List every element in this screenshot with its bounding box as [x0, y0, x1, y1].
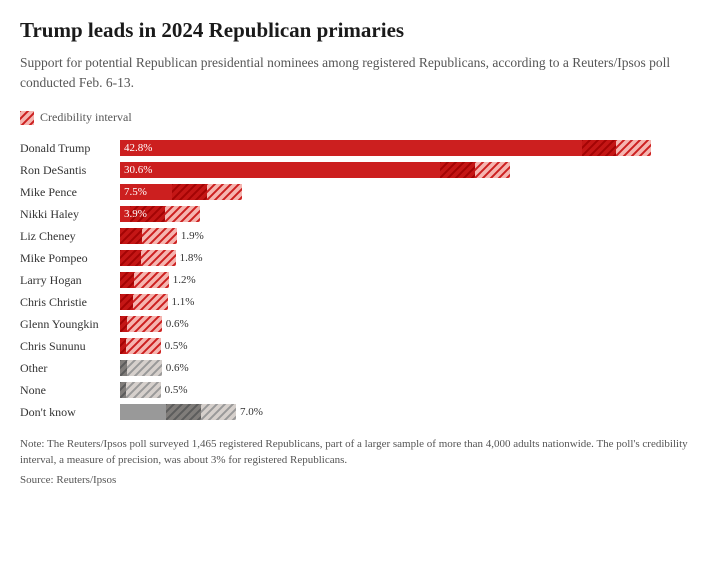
credibility-interval-upper [207, 184, 242, 200]
credibility-interval-lower [120, 360, 127, 376]
bar-track: 7.5% [120, 184, 700, 200]
credibility-interval-upper [142, 228, 177, 244]
chart-row: Larry Hogan 1.2% [20, 269, 700, 291]
row-label: Mike Pompeo [20, 251, 120, 266]
bar-value-label: 0.6% [166, 362, 189, 374]
chart-row: Liz Cheney 1.9% [20, 225, 700, 247]
credibility-interval-upper [127, 316, 162, 332]
chart-row: None 0.5% [20, 379, 700, 401]
credibility-interval-upper [141, 250, 176, 266]
bar-value-label: 0.6% [166, 318, 189, 330]
chart-row: Ron DeSantis 30.6% [20, 159, 700, 181]
row-label: None [20, 383, 120, 398]
row-label: Liz Cheney [20, 229, 120, 244]
chart-note: Note: The Reuters/Ipsos poll surveyed 1,… [20, 437, 700, 469]
credibility-interval-lower [172, 184, 207, 200]
bar-track: 1.8% [120, 250, 700, 266]
chart-row: Chris Christie 1.1% [20, 291, 700, 313]
legend: Credibility interval [20, 110, 700, 125]
chart-row: Other 0.6% [20, 357, 700, 379]
row-label: Don't know [20, 405, 120, 420]
chart-row: Mike Pence 7.5% [20, 181, 700, 203]
bar-value-label: 1.1% [172, 296, 195, 308]
row-label: Mike Pence [20, 185, 120, 200]
chart-row: Don't know 7.0% [20, 401, 700, 423]
bar-track: 0.5% [120, 338, 700, 354]
chart-footer: Note: The Reuters/Ipsos poll surveyed 1,… [20, 437, 700, 489]
credibility-interval-lower [120, 250, 141, 266]
legend-label: Credibility interval [40, 110, 132, 125]
credibility-interval-upper [126, 382, 161, 398]
bar-value-label: 1.9% [181, 230, 204, 242]
credibility-interval-upper [475, 162, 510, 178]
credibility-interval-upper [126, 338, 161, 354]
row-label: Chris Christie [20, 295, 120, 310]
credibility-interval-upper [133, 294, 168, 310]
poll-bar-chart: Donald Trump 42.8% Ron DeSantis 30.6% Mike P… [20, 137, 700, 423]
bar-value-label: 7.0% [240, 406, 263, 418]
chart-row: Donald Trump 42.8% [20, 137, 700, 159]
credibility-interval-lower [582, 140, 617, 156]
chart-source: Source: Reuters/Ipsos [20, 473, 700, 489]
credibility-interval-lower [120, 294, 133, 310]
bar-track: 7.0% [120, 404, 700, 420]
chart-row: Glenn Youngkin 0.6% [20, 313, 700, 335]
bar-value-label: 0.5% [165, 384, 188, 396]
credibility-interval-lower [120, 316, 127, 332]
credibility-interval-upper [616, 140, 651, 156]
credibility-interval-upper [201, 404, 236, 420]
bar-track: 0.5% [120, 382, 700, 398]
row-label: Nikki Haley [20, 207, 120, 222]
bar-value-label: 42.8% [124, 142, 152, 154]
bar-track: 0.6% [120, 360, 700, 376]
bar-track: 3.9% [120, 206, 700, 222]
bar-track: 0.6% [120, 316, 700, 332]
bar-value-label: 0.5% [165, 340, 188, 352]
credibility-interval-lower [120, 272, 134, 288]
bar [120, 162, 475, 178]
legend-swatch-icon [20, 111, 34, 125]
row-label: Donald Trump [20, 141, 120, 156]
bar-track: 42.8% [120, 140, 700, 156]
bar-track: 1.2% [120, 272, 700, 288]
row-label: Glenn Youngkin [20, 317, 120, 332]
credibility-interval-upper [134, 272, 169, 288]
credibility-interval-lower [120, 382, 126, 398]
row-label: Chris Sununu [20, 339, 120, 354]
bar-track: 1.9% [120, 228, 700, 244]
credibility-interval-upper [127, 360, 162, 376]
row-label: Larry Hogan [20, 273, 120, 288]
bar-value-label: 7.5% [124, 186, 147, 198]
bar-value-label: 1.2% [173, 274, 196, 286]
bar-track: 30.6% [120, 162, 700, 178]
row-label: Ron DeSantis [20, 163, 120, 178]
chart-row: Mike Pompeo 1.8% [20, 247, 700, 269]
credibility-interval-lower [120, 338, 126, 354]
credibility-interval-lower [166, 404, 201, 420]
chart-title: Trump leads in 2024 Republican primaries [20, 18, 700, 43]
credibility-interval-upper [165, 206, 200, 222]
chart-row: Nikki Haley 3.9% [20, 203, 700, 225]
chart-subtitle: Support for potential Republican preside… [20, 53, 700, 92]
bar-value-label: 30.6% [124, 164, 152, 176]
chart-row: Chris Sununu 0.5% [20, 335, 700, 357]
bar [120, 140, 616, 156]
credibility-interval-lower [120, 228, 142, 244]
bar-value-label: 1.8% [180, 252, 203, 264]
row-label: Other [20, 361, 120, 376]
bar-track: 1.1% [120, 294, 700, 310]
bar-value-label: 3.9% [124, 208, 147, 220]
credibility-interval-lower [440, 162, 475, 178]
